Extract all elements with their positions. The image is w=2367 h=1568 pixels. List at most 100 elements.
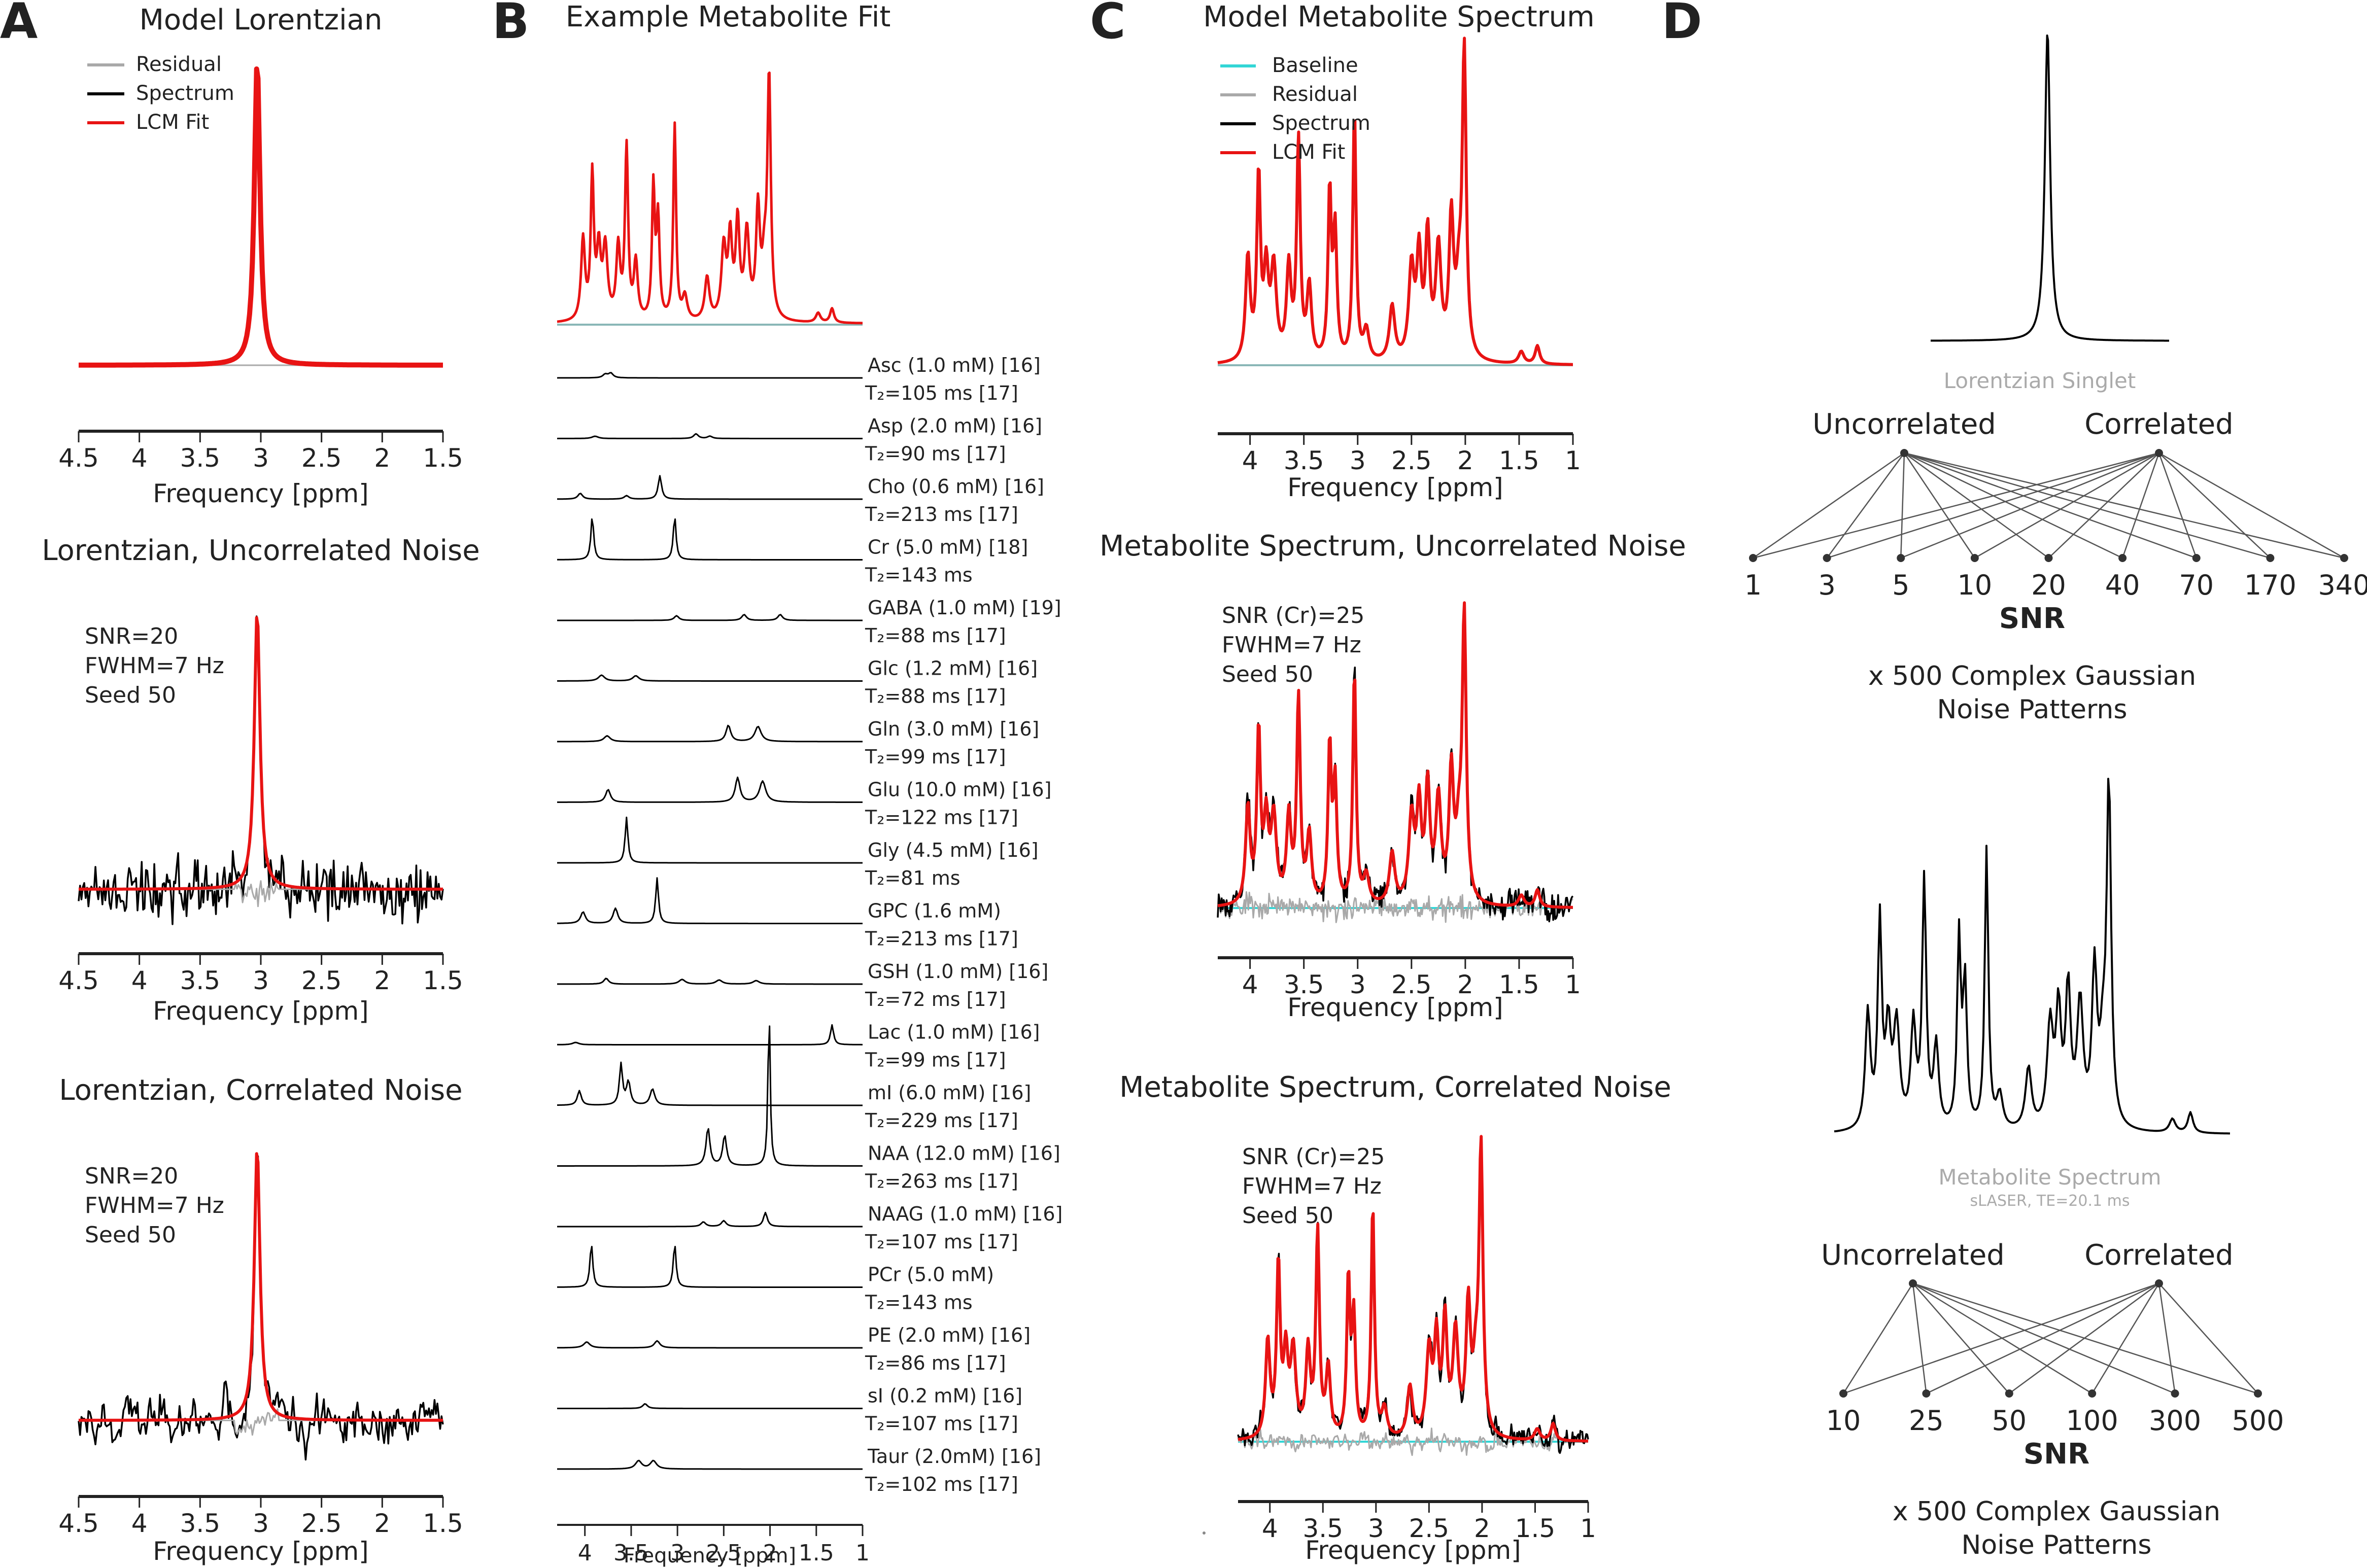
x-tick-label: 1.5 xyxy=(1499,446,1539,475)
tree-edge xyxy=(1974,452,2159,559)
annotation-text: SNR=20 xyxy=(85,623,178,649)
snr-level-label: 340 xyxy=(2318,569,2367,601)
x-tick-label: 3.5 xyxy=(1303,1514,1344,1543)
correlated-label: Correlated xyxy=(2084,408,2233,441)
metabolite-label: Asp (2.0 mM) [16] xyxy=(868,415,1042,437)
x-tick-label: 2 xyxy=(374,966,390,995)
tree-edge xyxy=(1904,452,2049,559)
legend-label: LCM Fit xyxy=(1272,141,1345,164)
tree-edge xyxy=(2091,1283,2160,1394)
metabolite-t2: T₂=99 ms [17] xyxy=(865,746,1006,768)
metabolite-t2: T₂=213 ms [17] xyxy=(865,503,1018,526)
x-tick-label: 4 xyxy=(1242,970,1258,999)
tree-edge xyxy=(1843,1282,2159,1395)
icon-spectrum-line xyxy=(1834,778,2230,1135)
icon-spectrum-line xyxy=(1930,34,2170,342)
tree-edge xyxy=(1827,452,2159,559)
snr-level-label: 10 xyxy=(1826,1405,1861,1437)
metabolite-basis-line xyxy=(557,433,863,439)
annotation-text: FWHM=7 Hz xyxy=(85,1193,224,1218)
tree-leaf-node xyxy=(2044,554,2053,562)
x-tick-label: 4 xyxy=(131,966,148,995)
tree-leaf-node xyxy=(1897,554,1905,562)
tree-leaf-node xyxy=(2118,554,2127,562)
x-tick-label: 2.5 xyxy=(1391,446,1432,475)
metabolite-label: Taur (2.0mM) [16] xyxy=(867,1445,1041,1468)
metabolite-basis-line xyxy=(557,1025,863,1167)
x-tick-label: 2.5 xyxy=(301,1509,342,1538)
x-tick-label: 3 xyxy=(253,966,269,995)
x-tick-label: 3.5 xyxy=(613,1540,649,1566)
x-axis-label: Frequency [ppm] xyxy=(1287,993,1503,1022)
panel-letter: C xyxy=(1090,0,1125,50)
tree-edge xyxy=(1900,452,1905,559)
noise-text: Noise Patterns xyxy=(1962,1530,2152,1560)
x-tick-label: 2 xyxy=(763,1540,777,1566)
tree-leaf-node xyxy=(1823,554,1831,562)
metabolite-basis-line xyxy=(557,724,863,743)
subplot-title: Lorentzian, Uncorrelated Noise xyxy=(42,534,479,567)
metabolite-label: Gly (4.5 mM) [16] xyxy=(868,839,1039,861)
annotation-text: SNR (Cr)=25 xyxy=(1242,1144,1385,1170)
metabolite-basis-line xyxy=(557,978,863,985)
metabolite-t2: T₂=88 ms [17] xyxy=(865,685,1006,708)
metabolite-basis-line xyxy=(557,1245,863,1288)
noise-text: Noise Patterns xyxy=(1937,694,2128,725)
tree-edge xyxy=(2158,452,2271,559)
metabolite-t2: T₂=263 ms [17] xyxy=(865,1170,1018,1193)
snr-level-label: 20 xyxy=(2031,569,2066,601)
x-tick-label: 3.5 xyxy=(1284,446,1324,475)
x-tick-label: 2.5 xyxy=(1391,970,1432,999)
panel-letter: B xyxy=(492,0,529,50)
annotation-text: FWHM=7 Hz xyxy=(1222,632,1361,658)
tree-edge xyxy=(2158,452,2197,559)
x-tick-label: 4 xyxy=(1262,1514,1278,1543)
metabolite-basis-line xyxy=(557,816,863,864)
metabolite-t2: T₂=102 ms [17] xyxy=(865,1473,1018,1495)
snr-level-label: 50 xyxy=(1992,1405,2027,1437)
x-tick-label: 3.5 xyxy=(180,1509,221,1538)
metabolite-label: Cr (5.0 mM) [18] xyxy=(868,536,1028,559)
panel-c: C Model Metabolite Spectrum Baseline Residu… xyxy=(1090,0,1686,1565)
tree-leaf-node xyxy=(1922,1389,1931,1398)
metabolite-label: Cho (0.6 mM) [16] xyxy=(868,475,1044,498)
panel-d: D Lorentzian Singlet Uncorrelated Correlate… xyxy=(1662,0,2367,1560)
metabolite-t2: T₂=88 ms [17] xyxy=(865,624,1006,647)
tree-root-node xyxy=(1909,1279,1917,1287)
metabolite-label: PCr (5.0 mM) xyxy=(868,1264,994,1286)
x-tick-label: 1.5 xyxy=(423,443,463,473)
metabolite-label: GABA (1.0 mM) [19] xyxy=(868,597,1061,619)
noise-text: x 500 Complex Gaussian xyxy=(1868,661,2196,691)
snr-level-label: 300 xyxy=(2149,1405,2201,1437)
lcm-fit-line xyxy=(78,1152,443,1422)
subplot-title: Lorentzian, Correlated Noise xyxy=(59,1074,462,1107)
x-tick-label: 4 xyxy=(131,1509,148,1538)
x-tick-label: 1 xyxy=(855,1540,870,1566)
x-tick-label: 1.5 xyxy=(1515,1514,1556,1543)
panel-b: B Example Metabolite Fit Asc (1.0 mM) [16]… xyxy=(492,0,1062,1567)
tree-leaf-node xyxy=(2171,1389,2179,1398)
x-tick-label: 1.5 xyxy=(799,1540,834,1566)
subplot-title: Model Metabolite Spectrum xyxy=(1203,1,1594,33)
snr-level-label: 25 xyxy=(1909,1405,1944,1437)
tree-edge xyxy=(2158,1283,2258,1394)
x-tick-label: 3 xyxy=(670,1540,684,1566)
tree-edge xyxy=(1904,452,2345,559)
tree-edge xyxy=(1904,452,2271,559)
tree-edge xyxy=(1904,452,2197,559)
tree-leaf-node xyxy=(1839,1389,1847,1398)
metabolite-label: GPC (1.6 mM) xyxy=(868,900,1001,922)
metabolite-basis-line xyxy=(557,475,863,500)
metabolite-t2: T₂=143 ms xyxy=(865,564,973,586)
tree-caption: Lorentzian Singlet xyxy=(1944,368,2136,393)
tree-leaf-node xyxy=(2254,1389,2262,1398)
x-axis-label: Frequency [ppm] xyxy=(1305,1536,1521,1565)
tree-edge xyxy=(2158,1283,2176,1394)
panel-letter: D xyxy=(1662,0,1702,50)
x-tick-label: 4 xyxy=(1242,446,1258,475)
uncorrelated-label: Uncorrelated xyxy=(1821,1239,2005,1272)
x-tick-label: 4.5 xyxy=(58,1509,99,1538)
x-tick-label: 2.5 xyxy=(301,966,342,995)
lcm-fit-line xyxy=(557,71,863,325)
